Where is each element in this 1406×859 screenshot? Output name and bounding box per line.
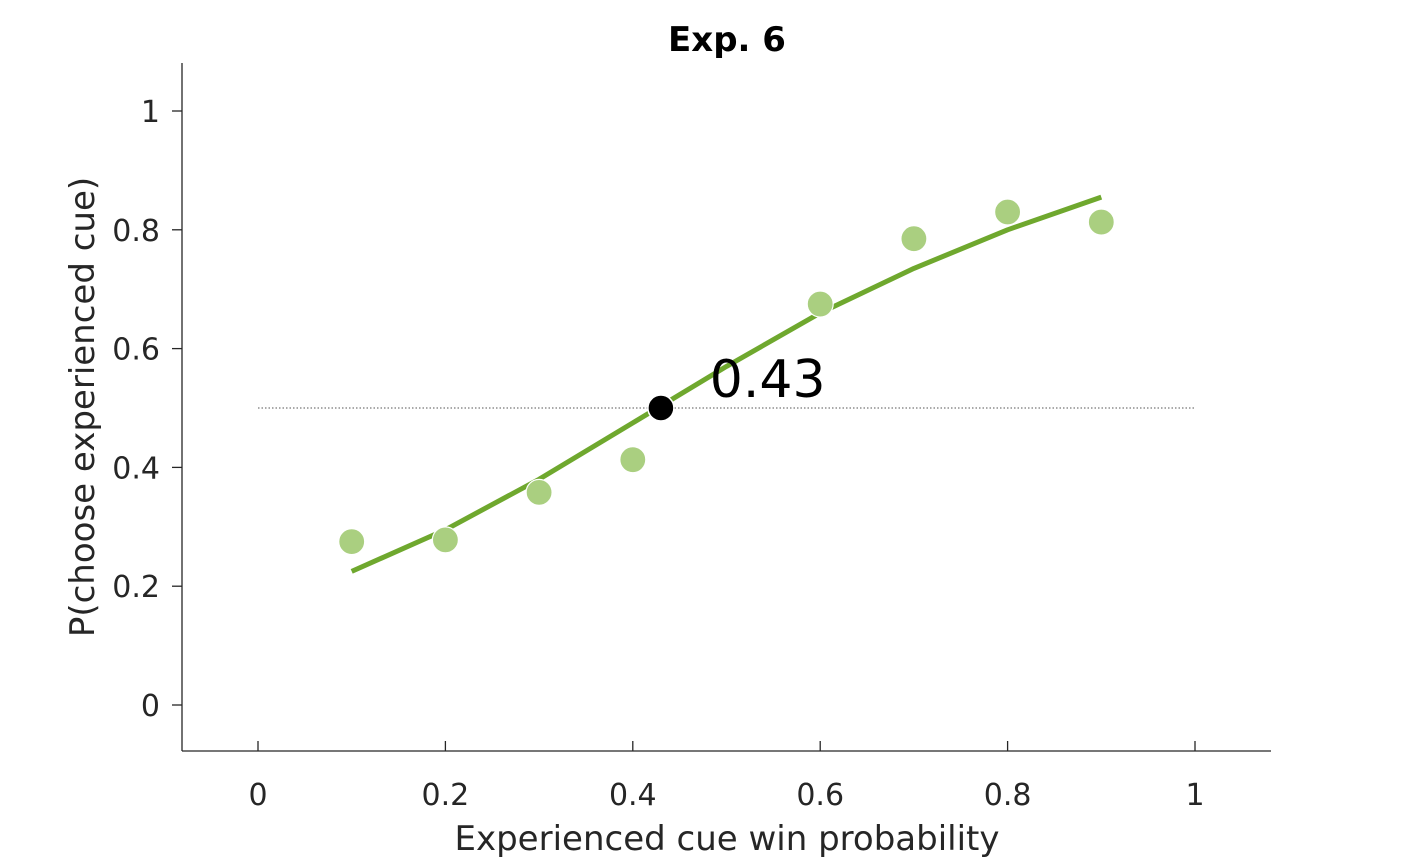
- x-tick-label: 0.2: [422, 778, 470, 813]
- fit-line: [350, 194, 1103, 574]
- x-tick-label: 0: [248, 778, 267, 813]
- data-point: [993, 198, 1022, 226]
- y-tick-label: 0: [141, 689, 160, 724]
- y-axis-label: P(choose experienced cue): [63, 177, 103, 637]
- threshold-point: [647, 394, 675, 422]
- x-tick-label: 0.6: [796, 778, 844, 813]
- x-tick-label: 1: [1185, 778, 1204, 813]
- data-point: [806, 290, 834, 318]
- y-tick-label: 0.2: [112, 570, 160, 605]
- data-point: [338, 528, 366, 556]
- data-point: [619, 446, 647, 474]
- threshold-annotation: 0.43: [710, 350, 826, 410]
- x-axis: 0 0.2 0.4 0.6 0.8 1: [182, 741, 1271, 813]
- chart-title: Exp. 6: [668, 20, 786, 60]
- data-points: [338, 198, 1115, 556]
- y-tick-label: 0.4: [112, 451, 160, 486]
- fit-line-group: [350, 194, 1103, 574]
- x-axis-label: Experienced cue win probability: [455, 819, 1000, 859]
- threshold-group: 0.43: [647, 350, 826, 422]
- y-tick-label: 0.8: [112, 214, 160, 249]
- data-point: [431, 526, 459, 554]
- data-point: [900, 225, 928, 253]
- x-tick-label: 0.8: [984, 778, 1032, 813]
- x-tick-label: 0.4: [609, 778, 657, 813]
- y-axis: 0 0.2 0.4 0.6 0.8 1: [112, 63, 183, 751]
- data-point: [1087, 208, 1115, 236]
- y-tick-label: 1: [141, 95, 160, 130]
- y-tick-label: 0.6: [112, 333, 160, 368]
- data-point: [525, 478, 553, 506]
